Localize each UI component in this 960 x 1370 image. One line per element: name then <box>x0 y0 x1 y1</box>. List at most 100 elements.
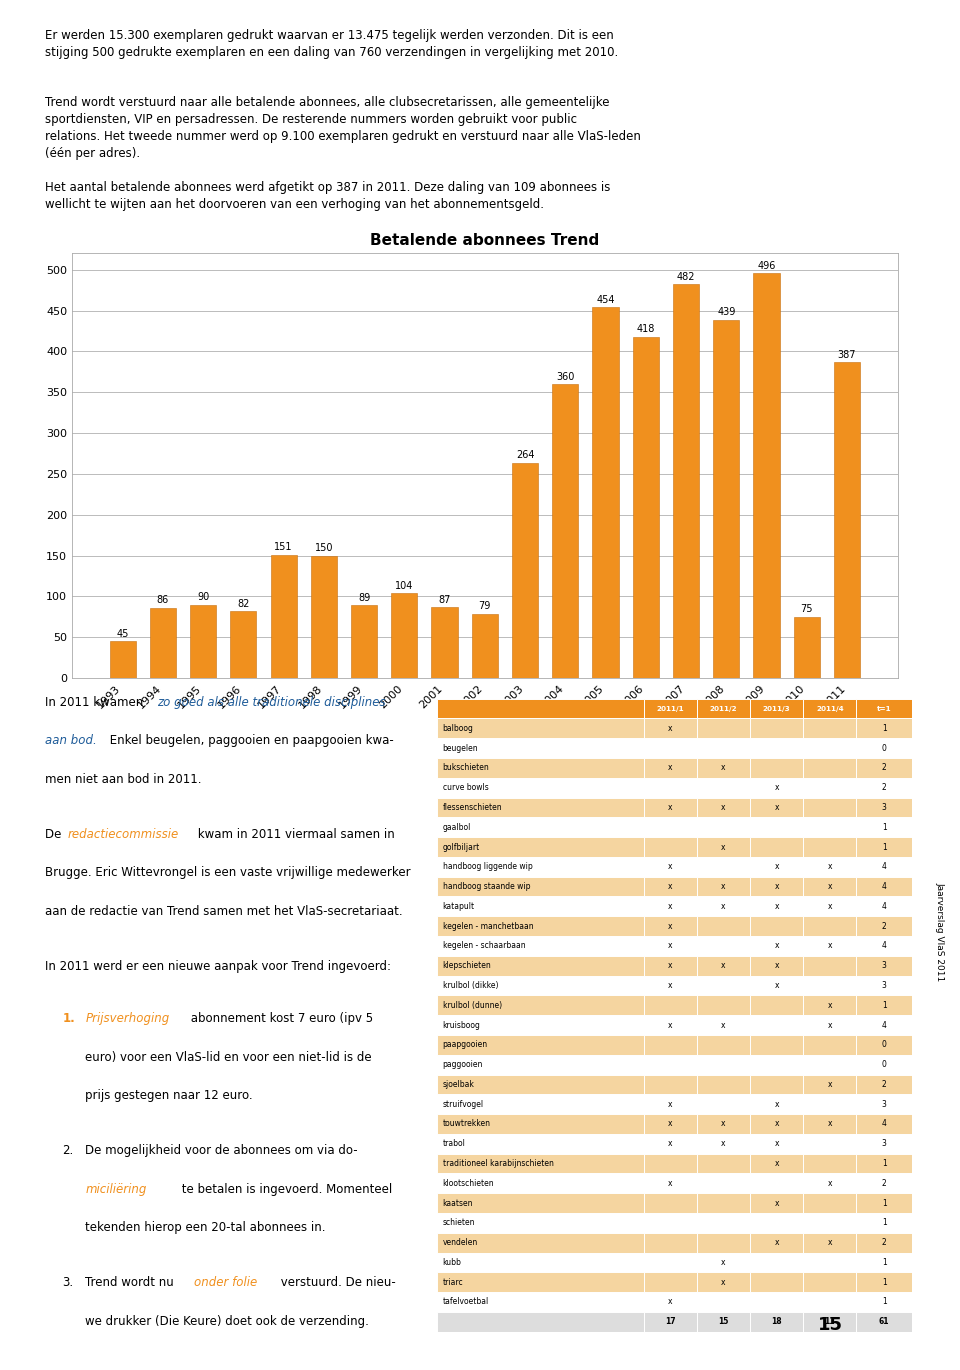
Text: x: x <box>668 1297 672 1307</box>
Bar <box>856 1173 912 1193</box>
Text: x: x <box>721 843 726 852</box>
Text: x: x <box>668 941 672 951</box>
Bar <box>697 1034 750 1055</box>
Text: 104: 104 <box>396 581 414 590</box>
Bar <box>856 1134 912 1154</box>
Text: Het aantal betalende abonnees werd afgetikt op 387 in 2011. Deze daling van 109 : Het aantal betalende abonnees werd afget… <box>45 181 611 211</box>
Bar <box>697 1134 750 1154</box>
Bar <box>856 758 912 778</box>
Text: x: x <box>828 1000 832 1010</box>
Text: euro) voor een VlaS-lid en voor een niet-lid is de: euro) voor een VlaS-lid en voor een niet… <box>85 1051 372 1063</box>
Text: verstuurd. De nieu-: verstuurd. De nieu- <box>277 1277 396 1289</box>
Bar <box>804 1034 856 1055</box>
Text: 75: 75 <box>801 604 813 614</box>
Bar <box>697 1154 750 1173</box>
Text: 3: 3 <box>882 1100 887 1108</box>
Bar <box>643 1252 697 1273</box>
Bar <box>804 797 856 818</box>
Bar <box>643 1154 697 1173</box>
Text: x: x <box>775 803 779 812</box>
Bar <box>750 1154 804 1173</box>
Text: 1: 1 <box>882 843 887 852</box>
Bar <box>437 1292 643 1312</box>
Text: golfbiljart: golfbiljart <box>443 843 480 852</box>
Text: vendelen: vendelen <box>443 1238 478 1247</box>
Text: tekenden hierop een 20-tal abonnees in.: tekenden hierop een 20-tal abonnees in. <box>85 1221 326 1234</box>
Text: kegelen - manchetbaan: kegelen - manchetbaan <box>443 922 533 930</box>
Bar <box>856 699 912 718</box>
Text: 45: 45 <box>116 629 129 638</box>
Text: x: x <box>668 922 672 930</box>
Text: x: x <box>828 1119 832 1129</box>
Bar <box>673 285 699 678</box>
Text: 17: 17 <box>665 1317 676 1326</box>
Text: x: x <box>828 1238 832 1247</box>
Text: 0: 0 <box>882 1060 887 1069</box>
Text: x: x <box>775 1159 779 1169</box>
Bar <box>697 738 750 758</box>
Text: struifvogel: struifvogel <box>443 1100 484 1108</box>
Bar <box>437 738 643 758</box>
Bar <box>856 1055 912 1074</box>
Text: Er werden 15.300 exemplaren gedrukt waarvan er 13.475 tegelijk werden verzonden.: Er werden 15.300 exemplaren gedrukt waar… <box>45 29 618 59</box>
Text: 2: 2 <box>882 1238 887 1247</box>
Bar <box>697 1173 750 1193</box>
Text: x: x <box>668 1178 672 1188</box>
Text: x: x <box>668 962 672 970</box>
Text: x: x <box>668 1119 672 1129</box>
Bar <box>804 1273 856 1292</box>
Bar <box>856 956 912 975</box>
Bar <box>109 641 135 678</box>
Bar <box>750 1015 804 1034</box>
Bar <box>697 1055 750 1074</box>
Bar <box>437 1055 643 1074</box>
Bar <box>750 1252 804 1273</box>
Text: x: x <box>775 981 779 991</box>
Text: krulbol (dikke): krulbol (dikke) <box>443 981 498 991</box>
Bar <box>697 975 750 996</box>
Bar <box>697 837 750 858</box>
Bar <box>437 896 643 917</box>
Bar <box>856 1312 912 1332</box>
Text: abonnement kost 7 euro (ipv 5: abonnement kost 7 euro (ipv 5 <box>187 1012 373 1025</box>
Text: klootschieten: klootschieten <box>443 1178 494 1188</box>
Bar <box>437 778 643 797</box>
Bar <box>437 818 643 837</box>
Text: 1: 1 <box>882 1258 887 1267</box>
Text: onder folie: onder folie <box>194 1277 257 1289</box>
Bar <box>311 556 337 678</box>
Bar <box>697 936 750 956</box>
Bar <box>804 699 856 718</box>
Bar <box>750 1095 804 1114</box>
Text: x: x <box>668 1021 672 1030</box>
Bar <box>697 956 750 975</box>
Bar <box>750 1114 804 1134</box>
Bar <box>804 1055 856 1074</box>
Bar <box>697 778 750 797</box>
Bar <box>643 718 697 738</box>
Text: 87: 87 <box>439 595 451 604</box>
Bar <box>643 1193 697 1212</box>
Bar <box>750 818 804 837</box>
Bar <box>856 797 912 818</box>
Text: 2: 2 <box>882 763 887 773</box>
Text: Prijsverhoging: Prijsverhoging <box>85 1012 170 1025</box>
Bar <box>750 996 804 1015</box>
Bar <box>697 1212 750 1233</box>
Bar <box>697 877 750 896</box>
Bar <box>804 1114 856 1134</box>
Text: 4: 4 <box>882 941 887 951</box>
Text: kubb: kubb <box>443 1258 462 1267</box>
Bar <box>856 1273 912 1292</box>
Text: 418: 418 <box>636 325 655 334</box>
Bar <box>804 1292 856 1312</box>
Text: paapgooien: paapgooien <box>443 1040 488 1049</box>
Text: kwam in 2011 viermaal samen in: kwam in 2011 viermaal samen in <box>194 827 395 841</box>
Bar <box>437 1034 643 1055</box>
Bar <box>437 1114 643 1134</box>
Text: 1: 1 <box>882 823 887 832</box>
Text: touwtrekken: touwtrekken <box>443 1119 491 1129</box>
Text: Jaarverslag VlaS 2011: Jaarverslag VlaS 2011 <box>935 882 945 981</box>
Text: 90: 90 <box>197 592 209 603</box>
Bar <box>643 778 697 797</box>
